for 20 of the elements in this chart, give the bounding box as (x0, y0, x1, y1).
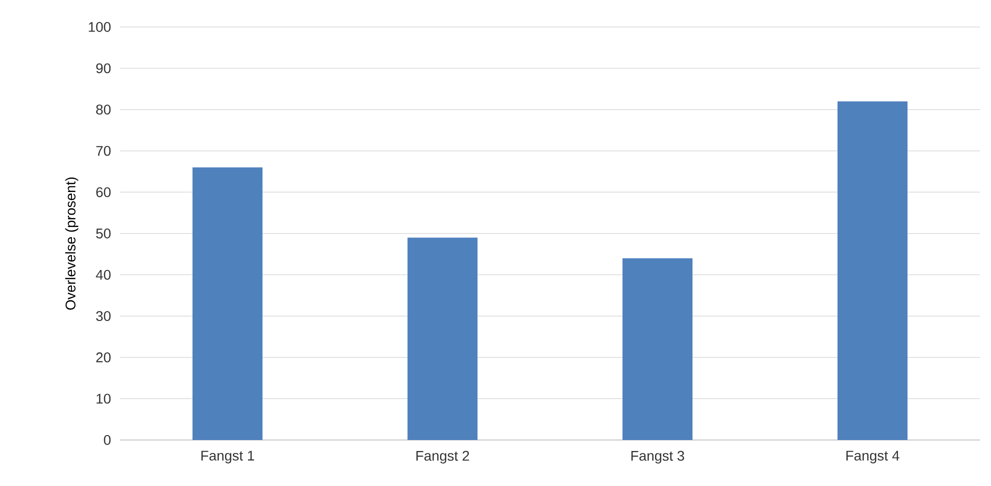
y-tick-label: 90 (96, 63, 111, 74)
y-tick-label: 0 (104, 435, 111, 445)
y-tick-label: 10 (96, 394, 111, 404)
y-tick-label: 100 (88, 22, 111, 32)
bar (838, 101, 908, 440)
y-tick-label: 60 (96, 187, 111, 198)
x-tick-label: Fangst 3 (631, 450, 684, 464)
y-tick-label: 70 (96, 146, 111, 156)
y-axis-title: Overlevelse (prosent) (65, 177, 78, 310)
x-tick-label: Fangst 4 (846, 450, 900, 464)
bar (192, 167, 263, 440)
y-tick-label: 80 (96, 104, 111, 115)
bar (622, 258, 693, 440)
y-tick-label: 40 (96, 270, 111, 280)
y-tick-label: 50 (96, 228, 111, 238)
x-tick-label: Fangst 2 (416, 450, 470, 464)
y-tick-label: 20 (96, 352, 111, 362)
x-tick-label: Fangst 1 (201, 450, 254, 464)
y-tick-label: 30 (96, 311, 111, 322)
bar (408, 238, 478, 440)
